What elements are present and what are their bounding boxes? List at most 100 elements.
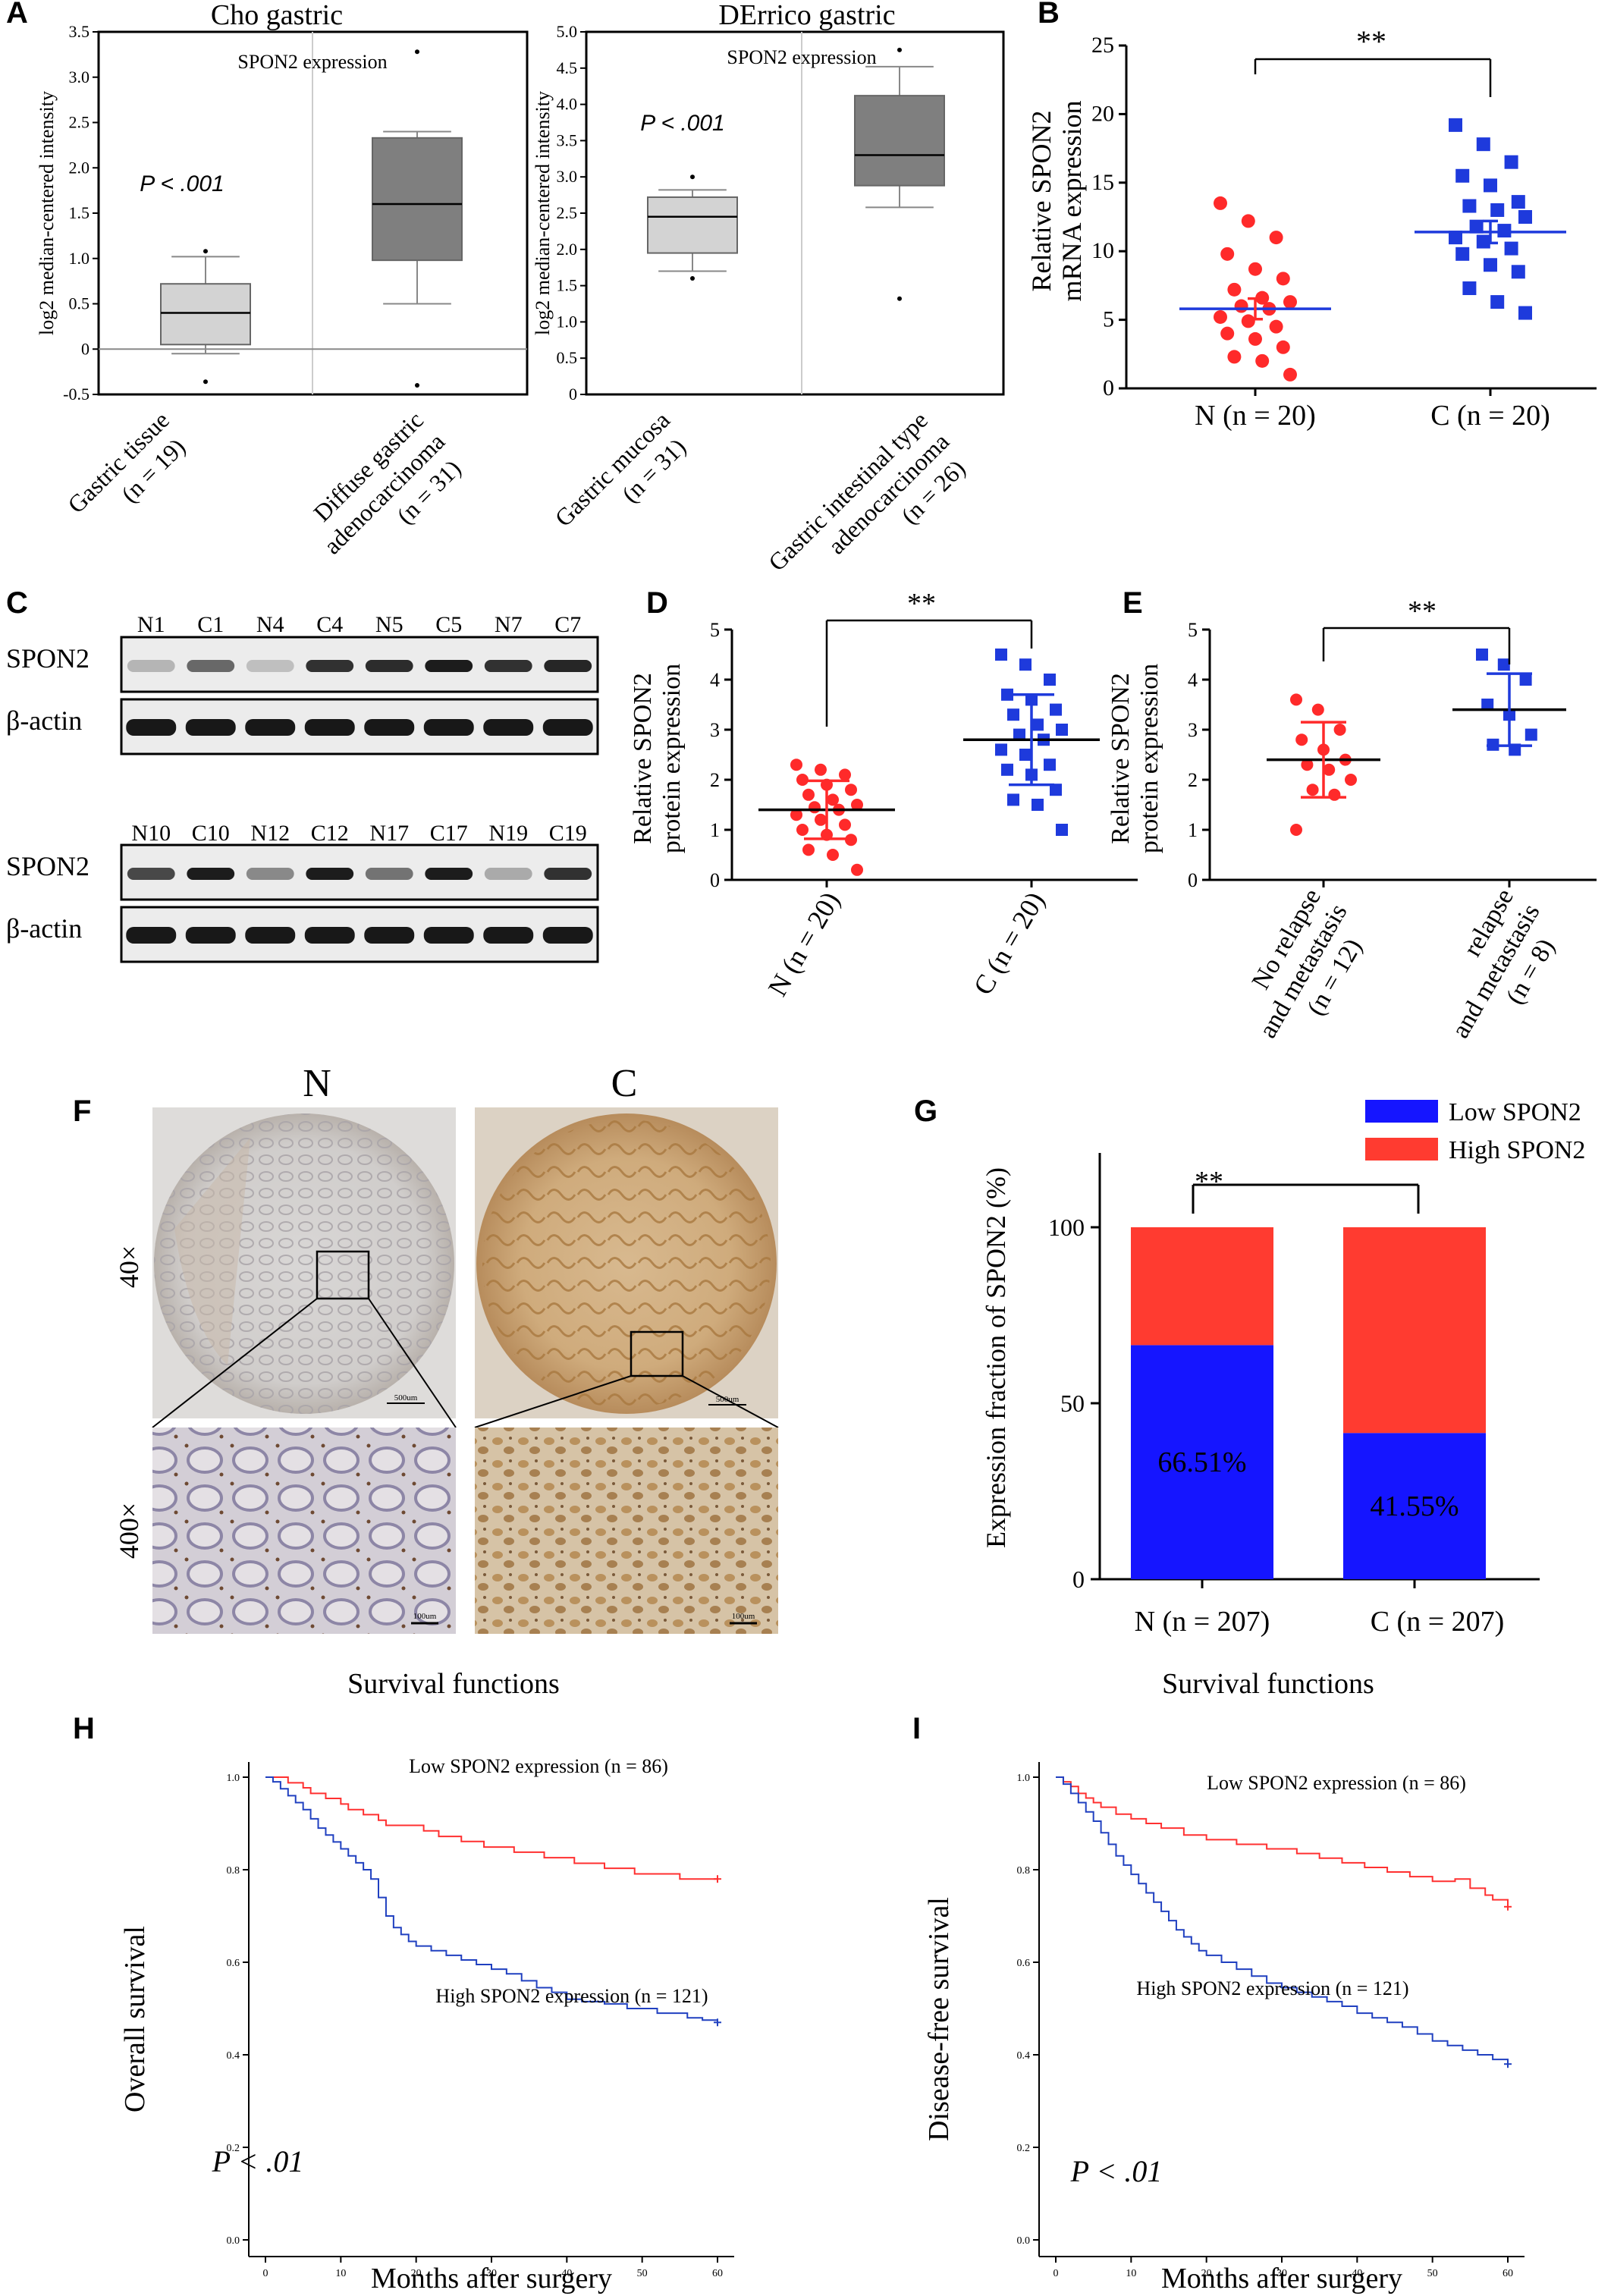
y-tick-label: 0.2 (1017, 2143, 1031, 2154)
chart-e-ylabel-line2: protein expression (1135, 664, 1163, 853)
panel-e: E 0 1 2 3 4 5 Relative SPON2 protein expressi… (1107, 586, 1597, 1043)
ihc-col-label-c: C (611, 1062, 638, 1105)
lane-label: C12 (311, 821, 349, 846)
actin-band (245, 927, 296, 944)
data-point (1276, 340, 1290, 354)
lane-label: C17 (430, 821, 468, 846)
western-blot-1: N1 C1 N4 C4 N5 C5 N7 C7 (120, 612, 599, 755)
y-tick-label: 2 (710, 769, 720, 791)
data-point (796, 774, 809, 786)
data-point (1220, 247, 1235, 261)
chart-h-legend-low: Low SPON2 expression (n = 86) (409, 1755, 668, 1777)
chart-a1-title: Cho gastric (211, 0, 343, 31)
ihc-row-label-40x: 40× (114, 1245, 144, 1288)
box (854, 95, 945, 187)
data-point (1497, 224, 1512, 238)
y-tick-label: 0 (1072, 1566, 1085, 1593)
data-point (1214, 196, 1227, 210)
data-point (1333, 724, 1346, 736)
actin-band (542, 719, 593, 736)
chart-h-plot: 0.0 0.2 0.4 0.6 0.8 1.0 0 10 20 30 40 50 60 (227, 1762, 734, 2279)
data-point (1511, 265, 1525, 279)
y-tick-label: 1.5 (69, 203, 90, 222)
y-tick-label: 0.8 (1017, 1865, 1031, 1877)
data-point (1019, 658, 1032, 671)
data-point (1220, 326, 1235, 341)
actin-band (364, 927, 415, 944)
outlier-point (203, 379, 208, 385)
y-tick-label: 25 (1091, 33, 1114, 58)
y-tick-label: 4 (710, 669, 720, 691)
survival-curve (265, 1776, 718, 1880)
y-tick-label: 10 (1091, 238, 1114, 263)
x-tick-label: 40 (561, 2268, 572, 2279)
bar-value-label: 41.55% (1370, 1490, 1459, 1522)
chart-i-ylabel: Disease-free survival (923, 1897, 955, 2141)
spon2-band (544, 868, 592, 880)
y-tick-label: 0 (1103, 375, 1114, 400)
chart-e-ylabel-line1: Relative SPON2 (1107, 673, 1135, 844)
chart-b-ylabel-line1: Relative SPON2 (1026, 111, 1057, 292)
y-tick-label: 2.5 (557, 203, 578, 222)
lane-label: N12 (250, 821, 290, 846)
chart-a1-plot: -0.5 0 0.5 1.0 1.5 2.0 2.5 3.0 3.5 (63, 22, 527, 404)
legend-high-label: High SPON2 (1449, 1136, 1585, 1164)
x-tick-label: 10 (1126, 2268, 1136, 2279)
data-point (1462, 281, 1477, 296)
y-tick-label: 15 (1091, 170, 1114, 195)
chart-i-legend-high: High SPON2 expression (n = 121) (1136, 1977, 1408, 1999)
chart-b-cat1: N (n = 20) (1195, 400, 1316, 432)
ihc-n-400x-scale-text: 100um (413, 1612, 437, 1621)
data-point (1306, 784, 1319, 796)
actin-band (185, 927, 236, 944)
ihc-n-40x-scale-text: 500um (394, 1393, 418, 1402)
blot2-row1-label: SPON2 (6, 851, 89, 881)
box (160, 283, 251, 346)
y-tick-label: 1.0 (1017, 1773, 1031, 1784)
y-tick-label: 0.6 (1017, 1958, 1031, 1969)
spon2-band (544, 660, 592, 672)
panel-label-e: E (1123, 586, 1143, 620)
data-point (1050, 703, 1062, 716)
data-point (1241, 214, 1255, 228)
data-point (1044, 674, 1056, 686)
spon2-band (484, 660, 532, 672)
spon2-band (127, 868, 175, 880)
data-point (1301, 759, 1314, 771)
y-tick-label: 5.0 (557, 22, 578, 41)
actin-band (126, 927, 177, 944)
panel-f: F N C 40× 400× 500um 500um (73, 1062, 779, 1634)
actin-band (483, 927, 534, 944)
chart-a2-title: DErrico gastric (718, 0, 895, 31)
data-point (1476, 649, 1488, 661)
y-tick-label: 20 (1091, 101, 1114, 126)
spon2-band (425, 660, 473, 672)
data-point (1248, 262, 1262, 276)
chart-g-plot: 0 50 100 66.51% 41.55% (1048, 1153, 1540, 1593)
ihc-image-c-400x: 100um (475, 1428, 778, 1634)
outlier-point (415, 49, 419, 55)
chart-d-cat2: C (n = 20) (968, 887, 1050, 1000)
bar-high-spon2 (1343, 1227, 1486, 1434)
actin-band (483, 719, 534, 736)
data-point (1248, 331, 1262, 346)
data-point (1227, 282, 1242, 297)
chart-a2-pvalue: P < .001 (640, 111, 724, 136)
data-point (790, 809, 802, 821)
y-tick-label: 5 (1103, 307, 1114, 332)
panel-label-c: C (6, 586, 28, 620)
blot1-row1-label: SPON2 (6, 643, 89, 674)
y-tick-label: 1 (710, 819, 720, 841)
blot2-row2-label: β-actin (6, 913, 82, 944)
lane-label: N1 (137, 612, 165, 637)
blot1-row2-label: β-actin (6, 705, 82, 736)
data-point (1469, 219, 1484, 234)
ihc-image-n-400x: 100um (152, 1428, 456, 1634)
x-tick-label: 0 (263, 2268, 268, 2279)
y-tick-label: 0.4 (227, 2050, 240, 2062)
chart-a1-cho: Cho gastric SPON2 expression P < .001 -0… (36, 0, 529, 559)
panel-label-a: A (6, 0, 28, 30)
chart-b-cat2: C (n = 20) (1430, 400, 1550, 432)
y-tick-label: 1.0 (557, 312, 578, 331)
